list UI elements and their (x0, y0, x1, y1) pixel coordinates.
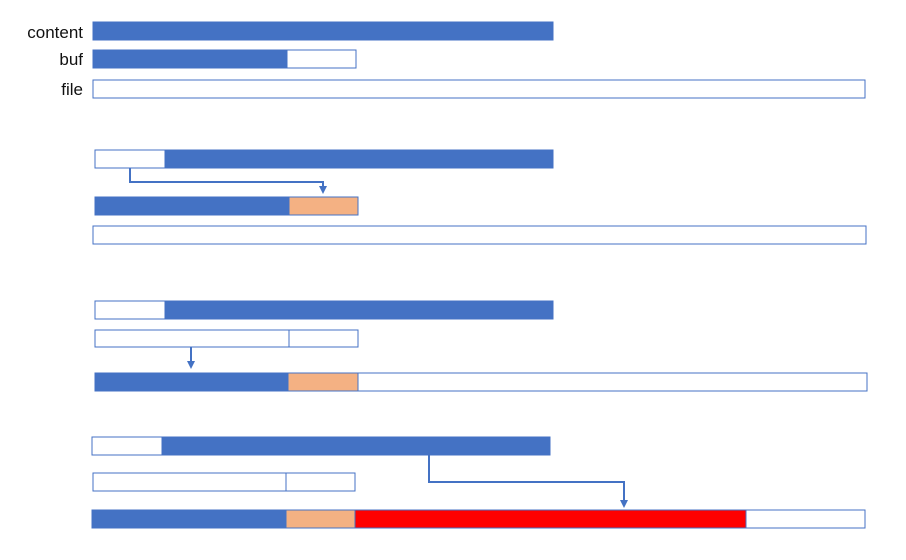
content-segment-consumed (94, 300, 166, 320)
content-segment-consumed (94, 149, 166, 169)
step-1 (92, 21, 866, 99)
file-segment-empty (745, 509, 866, 529)
file-segment-empty (92, 225, 867, 245)
label-buf: buf (59, 50, 83, 69)
file-segment-red (354, 509, 747, 529)
file-buffer (94, 372, 868, 392)
buf-segment-orange (288, 196, 359, 216)
label-file: file (61, 80, 83, 99)
file-buffer (91, 509, 866, 529)
buf-segment-empty-right (288, 329, 359, 348)
file-segment-orange (285, 509, 356, 529)
content-segment-blue (161, 436, 551, 456)
buf-buffer (94, 196, 359, 216)
content-segment-blue (164, 149, 554, 169)
label-content: content (27, 23, 83, 42)
content-segment-blue (92, 21, 554, 41)
step-2 (92, 149, 867, 245)
buf-segment-blue (92, 49, 288, 69)
step-4 (91, 436, 866, 529)
file-buffer (92, 79, 866, 99)
buf-segment-empty (286, 49, 357, 69)
content-buffer (94, 300, 554, 320)
content-buffer (91, 436, 551, 456)
file-segment-empty (357, 372, 868, 392)
arrow-content-to-file (428, 455, 628, 508)
buf-segment-empty-right (285, 472, 356, 492)
buf-buffer (94, 329, 359, 348)
content-segment-consumed (91, 436, 163, 456)
buf-segment-blue (94, 196, 290, 216)
arrow-content-to-buf (129, 168, 327, 194)
buf-segment-empty-left (94, 329, 290, 348)
content-segment-blue (164, 300, 554, 320)
content-buffer (92, 21, 554, 41)
buf-buffer (92, 472, 356, 492)
file-segment-orange (287, 372, 359, 392)
buf-segment-empty-left (92, 472, 287, 492)
buf-buffer (92, 49, 357, 69)
file-segment-blue (94, 372, 289, 392)
step-3 (94, 300, 868, 392)
file-buffer (92, 225, 867, 245)
file-segment-blue (91, 509, 287, 529)
content-buffer (94, 149, 554, 169)
file-segment-empty (92, 79, 866, 99)
